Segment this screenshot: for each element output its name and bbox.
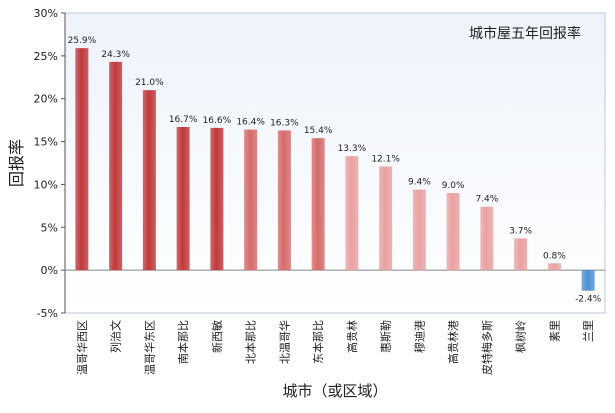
data-label: 16.3% bbox=[270, 118, 299, 128]
category-label: 高贵林 bbox=[345, 320, 359, 353]
data-label: 15.4% bbox=[304, 126, 333, 136]
category-label: 惠斯勒 bbox=[379, 320, 393, 353]
category-label: 南本那比 bbox=[176, 320, 190, 364]
bar bbox=[581, 270, 595, 291]
data-label: 7.4% bbox=[475, 195, 498, 205]
data-label: -2.4% bbox=[575, 295, 602, 305]
data-label: 13.3% bbox=[338, 144, 367, 154]
bar bbox=[547, 263, 561, 271]
category-label: 北温哥华 bbox=[277, 320, 291, 364]
category-label: 高贵林港 bbox=[446, 320, 460, 364]
category-label: 北本那比 bbox=[244, 320, 258, 364]
data-label: 24.3% bbox=[101, 50, 130, 60]
y-tick-label: 30% bbox=[34, 7, 58, 20]
y-tick-label: 10% bbox=[34, 178, 58, 191]
category-labels: 温哥华西区 列治文 温哥华东区 南本那比 新西敏 北本那比 北温哥华 东本那比 高贵林 惠斯勒 穆迪… bbox=[75, 320, 595, 375]
bar bbox=[277, 130, 291, 271]
y-tick-label: 20% bbox=[34, 93, 58, 106]
category-label: 列治文 bbox=[109, 320, 123, 353]
y-tick-label: 25% bbox=[34, 50, 58, 63]
data-label: 16.7% bbox=[169, 115, 198, 125]
y-tick-label: 0% bbox=[41, 264, 58, 277]
data-label: 9.4% bbox=[408, 178, 431, 188]
category-label: 皮特梅多斯 bbox=[480, 320, 494, 375]
category-label: 新西敏 bbox=[210, 320, 224, 353]
bar bbox=[142, 90, 156, 271]
bar bbox=[109, 61, 123, 271]
data-label: 9.0% bbox=[442, 181, 465, 191]
bar bbox=[210, 127, 224, 271]
category-label: 兰里 bbox=[582, 320, 595, 342]
category-label: 穆迪港 bbox=[412, 320, 426, 353]
value-labels: 25.9% 24.3% 21.0% 16.7% 16.6% 16.4% 16.3% 15.4%… bbox=[68, 36, 602, 305]
category-label: 枫树岭 bbox=[514, 320, 528, 353]
data-label: 0.8% bbox=[543, 251, 566, 261]
bar bbox=[75, 48, 89, 271]
y-tick-label: 15% bbox=[34, 136, 58, 149]
data-label: 25.9% bbox=[68, 36, 97, 46]
data-label: 12.1% bbox=[371, 154, 400, 164]
category-label: 东本那比 bbox=[311, 320, 325, 364]
bar bbox=[244, 129, 258, 271]
bars bbox=[75, 48, 595, 291]
bar bbox=[345, 156, 359, 271]
y-axis-title: 回报率 bbox=[7, 139, 26, 187]
data-label: 16.4% bbox=[236, 118, 265, 128]
bar bbox=[379, 166, 393, 271]
category-label: 温哥华东区 bbox=[142, 320, 156, 375]
bar bbox=[412, 189, 426, 271]
bar bbox=[480, 206, 494, 271]
y-tick-label: -5% bbox=[37, 307, 58, 320]
category-label: 素里 bbox=[548, 320, 561, 342]
bar bbox=[514, 238, 528, 271]
bar bbox=[311, 138, 325, 271]
bar bbox=[446, 193, 460, 271]
data-label: 16.6% bbox=[203, 116, 232, 126]
x-axis-title: 城市（或区域） bbox=[282, 382, 387, 400]
data-label: 3.7% bbox=[509, 226, 532, 236]
bar bbox=[176, 127, 190, 271]
data-label: 21.0% bbox=[135, 78, 164, 88]
y-tick-label: 5% bbox=[41, 221, 58, 234]
category-label: 温哥华西区 bbox=[75, 320, 89, 375]
chart-title: 城市屋五年回报率 bbox=[469, 25, 581, 42]
